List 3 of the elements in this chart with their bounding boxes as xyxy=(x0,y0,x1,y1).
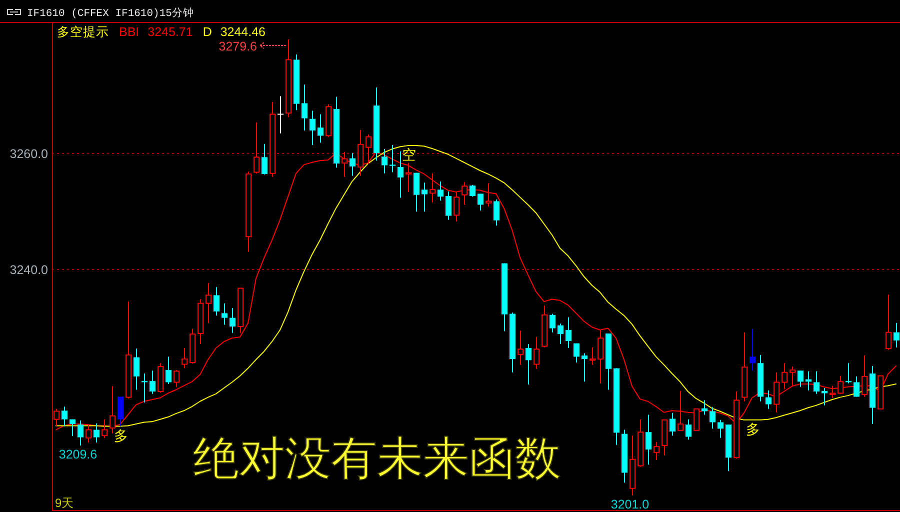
legend: 多空提示 BBI 3245.71 D 3244.46 xyxy=(57,25,266,39)
title: IF1610 (CFFEX IF1610)15分钟 xyxy=(27,8,194,20)
annotation: 3279.6 xyxy=(218,39,258,54)
